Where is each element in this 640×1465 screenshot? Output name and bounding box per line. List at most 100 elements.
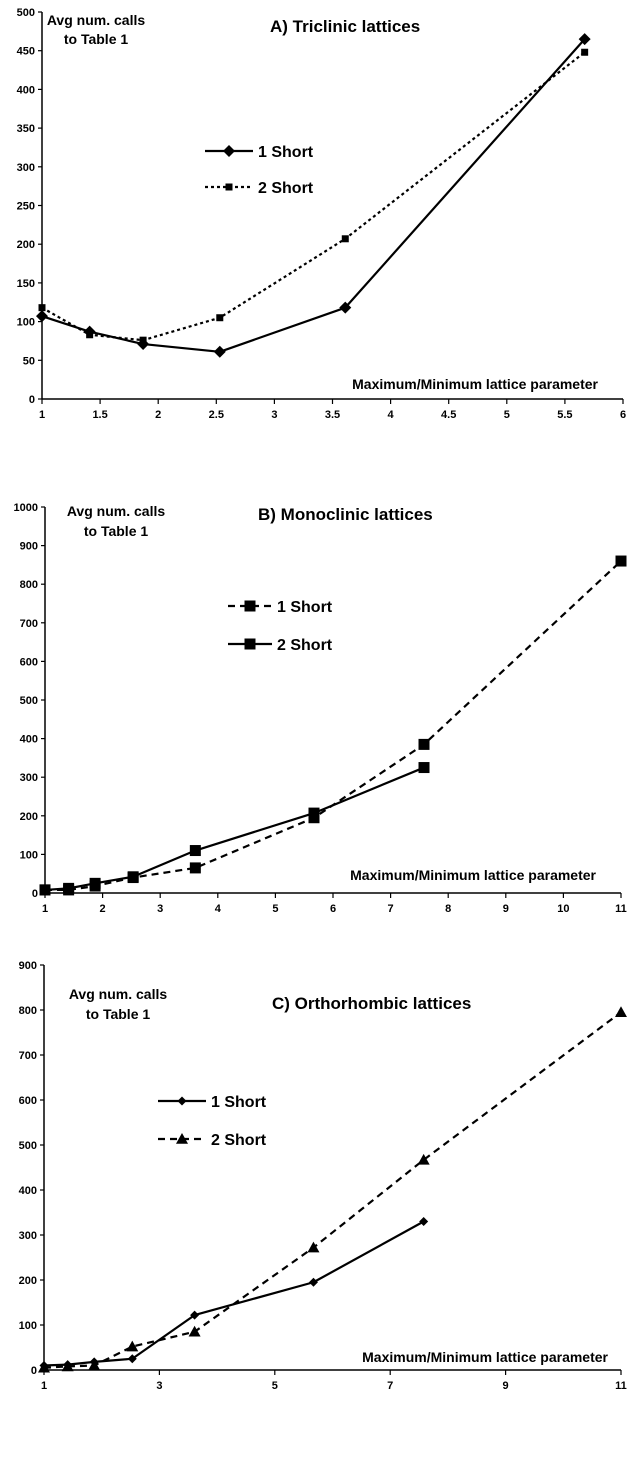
- chart-title: A) Triclinic lattices: [270, 17, 420, 36]
- data-point: [189, 862, 201, 874]
- x-tick-label: 9: [503, 1380, 509, 1392]
- data-point: [188, 1325, 201, 1337]
- x-tick-label: 1: [41, 1380, 47, 1392]
- data-point: [419, 1217, 429, 1226]
- data-point: [308, 807, 320, 819]
- legend-entry: 1 Short: [205, 144, 314, 161]
- legend-marker: [176, 1133, 188, 1144]
- legend-marker: [244, 638, 256, 650]
- legend-entry: 1 Short: [158, 1094, 267, 1111]
- data-point: [89, 877, 101, 889]
- legend-entry: 2 Short: [228, 637, 333, 654]
- data-point: [418, 738, 430, 750]
- x-tick-label: 3: [156, 1380, 162, 1392]
- data-point: [308, 1277, 318, 1287]
- series-line: [43, 1220, 425, 1367]
- data-point: [39, 884, 51, 896]
- series-1-short: [39, 555, 627, 896]
- x-tick-label: 11: [615, 1380, 627, 1392]
- x-tick-label: 5: [504, 409, 510, 421]
- y-tick-label: 400: [19, 1185, 37, 1197]
- y-tick-label: 250: [17, 201, 35, 213]
- series-2-short: [39, 762, 430, 896]
- y-tick-label: 700: [20, 618, 38, 630]
- chart-title: B) Monoclinic lattices: [258, 505, 433, 524]
- x-tick-label: 8: [445, 903, 451, 915]
- y-tick-label: 600: [20, 656, 38, 668]
- legend-label: 2 Short: [211, 1132, 267, 1149]
- chart-triclinic: 0 50 100 150 200 250 300 350 400 450 500 1 1.5 2 2.5 3 3…: [17, 7, 626, 421]
- y-axis-label: to Table 1: [64, 31, 129, 47]
- legend-label: 1 Short: [211, 1094, 267, 1111]
- y-tick-label: 800: [19, 1005, 37, 1017]
- data-point: [216, 314, 224, 322]
- data-point: [615, 1006, 627, 1018]
- x-axis-label: Maximum/Minimum lattice parameter: [352, 376, 598, 392]
- y-tick-label: 0: [31, 1365, 37, 1377]
- data-point: [615, 555, 627, 567]
- data-point: [127, 871, 139, 883]
- legend-entry: 2 Short: [158, 1132, 267, 1149]
- y-tick-label: 200: [17, 239, 35, 251]
- data-point: [126, 1340, 139, 1352]
- y-tick-label: 700: [19, 1050, 37, 1062]
- y-tick-label: 900: [20, 541, 38, 553]
- x-axis-label: Maximum/Minimum lattice parameter: [362, 1349, 608, 1365]
- y-tick-label: 600: [19, 1095, 37, 1107]
- data-point: [63, 882, 75, 894]
- legend-marker: [177, 1096, 187, 1106]
- x-tick-label: 2.5: [209, 409, 224, 421]
- x-tick-label: 4: [388, 409, 395, 421]
- chart-orthorhombic: 0 100 200 300 400 500 600 700 800 900 1 3 5 7 9 11 C) Or…: [19, 960, 627, 1392]
- y-tick-label: 300: [19, 1230, 37, 1242]
- legend-label: 2 Short: [258, 180, 314, 197]
- data-point: [189, 845, 201, 857]
- x-tick-label: 2: [100, 903, 106, 915]
- series-line: [41, 38, 586, 353]
- data-point: [581, 48, 589, 56]
- x-tick-label: 3: [157, 903, 163, 915]
- data-point: [127, 1354, 137, 1364]
- data-point: [190, 1310, 200, 1320]
- x-tick-label: 1: [39, 409, 45, 421]
- y-tick-label: 0: [32, 888, 38, 900]
- data-point: [61, 1360, 74, 1372]
- x-tick-label: 5.5: [557, 409, 572, 421]
- y-axis-label: Avg num. calls: [47, 12, 146, 28]
- y-tick-label: 900: [19, 960, 37, 972]
- y-tick-label: 300: [20, 772, 38, 784]
- legend-entry: 2 Short: [205, 180, 314, 197]
- legend-marker: [225, 183, 233, 191]
- y-tick-label: 450: [17, 46, 35, 58]
- y-tick-label: 0: [29, 394, 35, 406]
- x-tick-label: 6: [330, 903, 336, 915]
- x-tick-label: 7: [388, 903, 394, 915]
- data-point: [307, 1241, 320, 1253]
- y-tick-label: 800: [20, 579, 38, 591]
- y-tick-label: 150: [17, 278, 35, 290]
- legend-marker: [244, 600, 256, 612]
- data-point: [139, 336, 147, 344]
- series-line: [41, 51, 586, 342]
- x-tick-label: 3.5: [325, 409, 340, 421]
- y-tick-label: 100: [19, 1320, 37, 1332]
- y-tick-label: 500: [19, 1140, 37, 1152]
- legend-label: 1 Short: [277, 599, 333, 616]
- y-tick-label: 50: [23, 355, 35, 367]
- series-1-short: [36, 33, 591, 358]
- series-line: [43, 1011, 622, 1369]
- series-2-short: [38, 48, 589, 344]
- legend-label: 2 Short: [277, 637, 333, 654]
- y-axis-label: to Table 1: [84, 523, 149, 539]
- data-point: [578, 33, 591, 46]
- y-axis-label: to Table 1: [86, 1006, 151, 1022]
- chart-title: C) Orthorhombic lattices: [272, 994, 471, 1013]
- data-point: [38, 1361, 50, 1373]
- y-axis-label: Avg num. calls: [69, 986, 168, 1002]
- x-tick-label: 1.5: [92, 409, 107, 421]
- data-point: [341, 235, 349, 243]
- y-tick-label: 200: [20, 811, 38, 823]
- y-tick-label: 1000: [14, 502, 38, 514]
- x-tick-label: 5: [272, 1380, 278, 1392]
